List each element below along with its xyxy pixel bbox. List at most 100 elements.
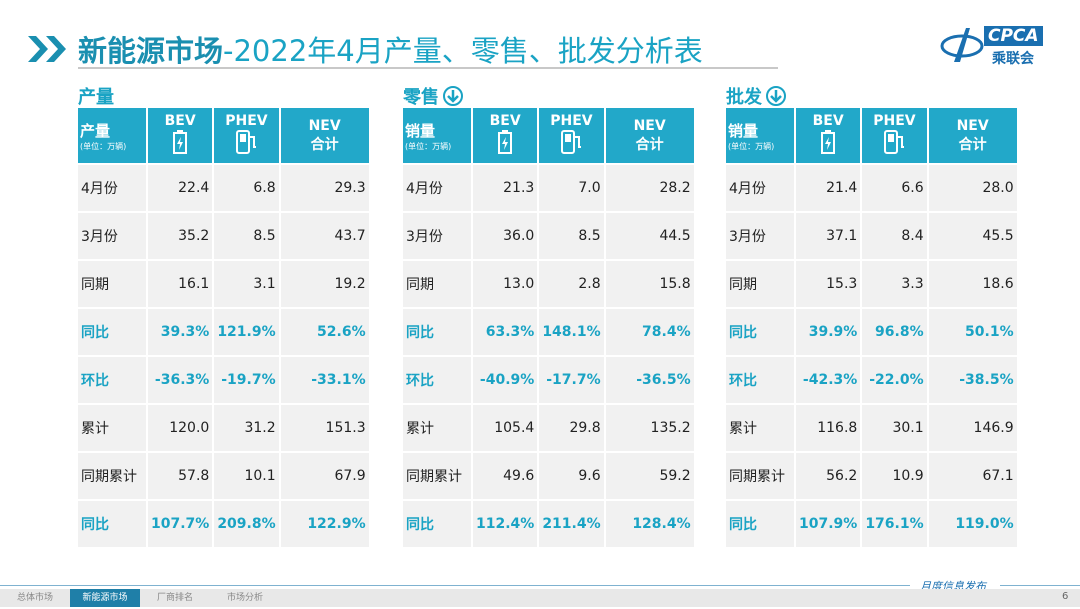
- data-row: 同期 16.1 3.1 19.2: [78, 261, 369, 307]
- data-table: 销量 (单位：万辆) BEV PHEV NEV 合计 4月份 21.4 6.6 28.0 3月份 37…: [724, 106, 1019, 549]
- row-label: 同比: [726, 501, 794, 547]
- logo-text: CPCA: [984, 26, 1043, 46]
- column-icon: [214, 129, 278, 159]
- row-label: 3月份: [726, 213, 794, 259]
- cell-value: 29.8: [539, 405, 604, 451]
- data-table: 销量 (单位：万辆) BEV PHEV NEV 合计 4月份 21.3 7.0 28.2 3月份 36…: [401, 106, 696, 549]
- cell-value: 18.6: [928, 261, 1017, 307]
- column-icon: [539, 129, 603, 159]
- unit-label: (单位：万辆): [80, 141, 127, 151]
- cell-value: 9.6: [539, 453, 604, 499]
- cell-value: 135.2: [605, 405, 694, 451]
- column-name: PHEV: [225, 112, 268, 129]
- section-title: 零售: [403, 87, 439, 108]
- data-row: 3月份 37.1 8.4 45.5: [726, 213, 1017, 259]
- footer-tab[interactable]: 厂商排名: [156, 593, 193, 603]
- column-header: PHEV: [539, 108, 604, 163]
- data-row: 同期累计 56.2 10.9 67.1: [726, 453, 1017, 499]
- column-header: BEV: [796, 108, 861, 163]
- column-icon: [862, 129, 926, 159]
- row-label: 同期: [78, 261, 146, 307]
- data-row: 同比 39.3% 121.9% 52.6%: [78, 309, 369, 355]
- cell-value: 43.7: [280, 213, 369, 259]
- column-name: PHEV: [873, 112, 916, 129]
- footer-tab[interactable]: 市场分析: [226, 593, 263, 603]
- cell-value: 36.0: [473, 213, 538, 259]
- cell-value: 56.2: [796, 453, 861, 499]
- data-row: 累计 105.4 29.8 135.2: [403, 405, 694, 451]
- footer-tab[interactable]: 总体市场: [16, 593, 53, 603]
- chevrons: [28, 36, 66, 62]
- cell-value: 15.8: [605, 261, 694, 307]
- column-header: BEV: [473, 108, 538, 163]
- row-label: 4月份: [726, 165, 794, 211]
- row-label: 同期累计: [726, 453, 794, 499]
- cell-value: 120.0: [148, 405, 213, 451]
- cell-value: 28.2: [605, 165, 694, 211]
- cell-value: -17.7%: [539, 357, 604, 403]
- cell-value: 44.5: [605, 213, 694, 259]
- data-row: 4月份 22.4 6.8 29.3: [78, 165, 369, 211]
- cell-value: -19.7%: [214, 357, 279, 403]
- down-icon: [443, 86, 463, 106]
- cell-value: 2.8: [539, 261, 604, 307]
- cell-value: 30.1: [862, 405, 927, 451]
- cell-value: 37.1: [796, 213, 861, 259]
- cell-value: 52.6%: [280, 309, 369, 355]
- cell-value: 16.1: [148, 261, 213, 307]
- unit-label: (单位：万辆): [728, 141, 775, 151]
- data-row: 累计 116.8 30.1 146.9: [726, 405, 1017, 451]
- cell-value: 45.5: [928, 213, 1017, 259]
- data-row: 同期累计 49.6 9.6 59.2: [403, 453, 694, 499]
- cell-value: 67.1: [928, 453, 1017, 499]
- cell-value: 8.5: [214, 213, 279, 259]
- cell-value: 3.3: [862, 261, 927, 307]
- section-title: 批发: [726, 87, 762, 108]
- column-name: PHEV: [550, 112, 593, 129]
- corner-label: 产量: [80, 121, 111, 140]
- data-row: 同比 63.3% 148.1% 78.4%: [403, 309, 694, 355]
- column-sub: 合计: [310, 136, 339, 153]
- column-icon: [148, 129, 212, 159]
- data-row: 3月份 36.0 8.5 44.5: [403, 213, 694, 259]
- data-row: 环比 -36.3% -19.7% -33.1%: [78, 357, 369, 403]
- data-table: 产量 (单位：万辆) BEV PHEV NEV 合计 4月份 22.4 6.8 29.3 3月份 35…: [76, 106, 371, 549]
- title: 新能源市场-2022年4月产量、零售、批发分析表: [78, 28, 703, 70]
- header-row: 销量 (单位：万辆) BEV PHEV NEV 合计: [403, 108, 694, 163]
- footer-bar: 总体市场 新能源市场 厂商排名 市场分析: [0, 589, 1080, 607]
- cell-value: 59.2: [605, 453, 694, 499]
- row-label: 4月份: [78, 165, 146, 211]
- row-label: 同比: [78, 501, 146, 547]
- row-label: 环比: [78, 357, 146, 403]
- data-row: 同比 107.9% 176.1% 119.0%: [726, 501, 1017, 547]
- cell-value: 28.0: [928, 165, 1017, 211]
- header-row: 产量 (单位：万辆) BEV PHEV NEV 合计: [78, 108, 369, 163]
- column-sub: 合计: [958, 136, 987, 153]
- section-label: 产量: [78, 83, 114, 109]
- row-label: 同期: [726, 261, 794, 307]
- cell-value: 176.1%: [862, 501, 927, 547]
- title-rest: -2022年4月产量、零售、批发分析表: [223, 34, 703, 68]
- cell-value: 128.4%: [605, 501, 694, 547]
- column-name: BEV: [812, 112, 844, 129]
- cell-value: 148.1%: [539, 309, 604, 355]
- column-header: NEV 合计: [928, 108, 1017, 163]
- corner-label: 销量: [405, 121, 436, 140]
- corner-label: 销量: [728, 121, 759, 140]
- cell-value: 57.8: [148, 453, 213, 499]
- cell-value: 146.9: [928, 405, 1017, 451]
- column-name: NEV: [633, 117, 666, 134]
- row-label: 同期累计: [403, 453, 471, 499]
- footer-tab[interactable]: 新能源市场: [70, 589, 140, 607]
- column-name: NEV: [308, 117, 341, 134]
- row-label: 累计: [726, 405, 794, 451]
- data-row: 3月份 35.2 8.5 43.7: [78, 213, 369, 259]
- column-icon: [796, 129, 860, 159]
- footer-rule: [1000, 585, 1080, 586]
- cell-value: 151.3: [280, 405, 369, 451]
- cell-value: 15.3: [796, 261, 861, 307]
- data-row: 同期累计 57.8 10.1 67.9: [78, 453, 369, 499]
- cell-value: 21.4: [796, 165, 861, 211]
- cell-value: 112.4%: [473, 501, 538, 547]
- cell-value: 116.8: [796, 405, 861, 451]
